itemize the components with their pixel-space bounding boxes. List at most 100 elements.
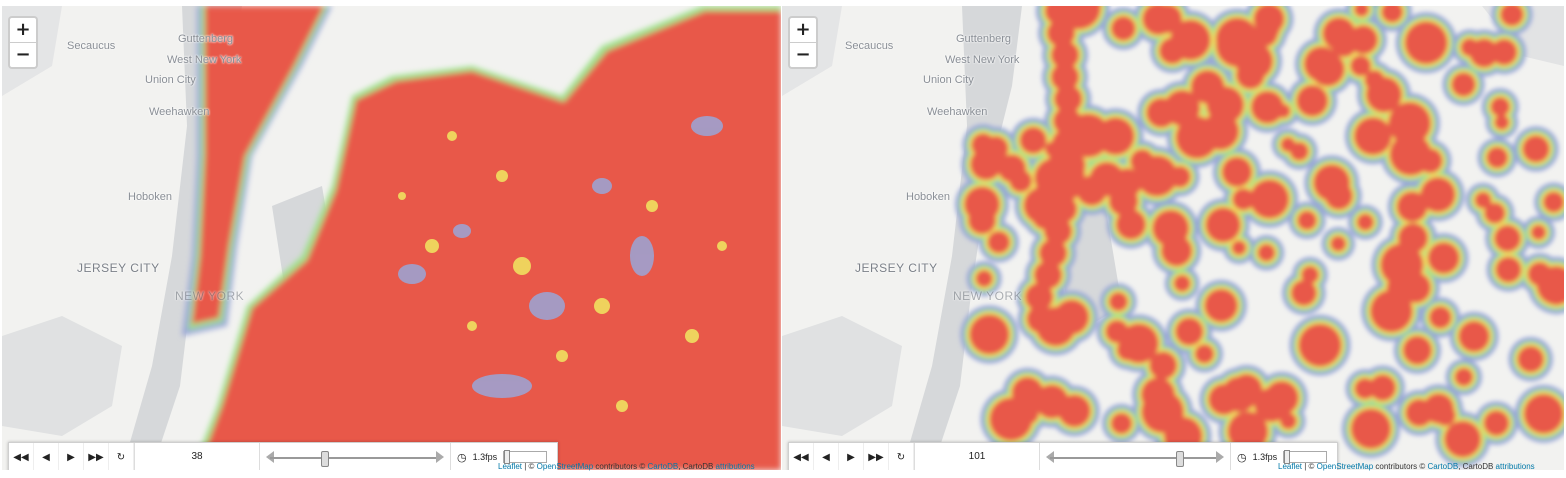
- zoom-out-button[interactable]: −: [795, 44, 811, 65]
- heat-blob: [1402, 335, 1432, 365]
- frame-counter: 101: [914, 443, 1040, 470]
- heat-blob: [1356, 213, 1374, 231]
- heat-blob: [1454, 367, 1474, 387]
- carto-link[interactable]: CartoDB: [647, 462, 679, 471]
- heat-blob: [1494, 114, 1510, 130]
- heat-blob: [1153, 6, 1183, 34]
- heat-blob: [1434, 405, 1456, 426]
- heat-blob: [1494, 225, 1521, 252]
- label-union-city: Union City: [923, 74, 974, 86]
- frame-counter: 38: [134, 443, 260, 470]
- fps-label: 1.3fps: [472, 452, 498, 462]
- label-jersey-city: JERSEY CITY: [855, 261, 938, 275]
- heat-blob: [1175, 116, 1219, 159]
- heat-blob: [1043, 217, 1072, 245]
- prev-frame-icon[interactable]: ◀: [814, 443, 839, 470]
- heat-blob: [1236, 60, 1265, 90]
- map-panel-left[interactable]: Secaucus Guttenberg West New York Union …: [2, 6, 781, 470]
- last-frame-icon[interactable]: ▶▶: [864, 443, 889, 470]
- heat-blob: [969, 314, 1010, 355]
- heat-blob: [1350, 55, 1371, 77]
- label-guttenberg: Guttenberg: [178, 33, 234, 45]
- speed-slider[interactable]: [1283, 450, 1328, 464]
- heat-blob: [1227, 411, 1269, 452]
- label-weehawken: Weehawken: [927, 106, 988, 118]
- speed-slider-thumb[interactable]: [1284, 450, 1291, 464]
- time-slider[interactable]: [1040, 443, 1231, 470]
- heat-blob: [1051, 41, 1080, 69]
- zoom-in-button[interactable]: +: [790, 18, 816, 43]
- leaflet-link[interactable]: Leaflet: [498, 462, 523, 471]
- osm-link[interactable]: OpenStreetMap: [1316, 462, 1374, 471]
- label-union-city: Union City: [145, 74, 196, 86]
- attribution-contributors: contributors ©: [1373, 462, 1428, 471]
- leaflet-link[interactable]: Leaflet: [1278, 462, 1303, 471]
- slider-end-marker: [436, 451, 444, 463]
- heat-blob: [1388, 102, 1431, 145]
- zoom-out-button[interactable]: −: [15, 44, 31, 65]
- heat-blob: [1396, 191, 1428, 223]
- heat-blob: [1049, 195, 1078, 223]
- heat-blob: [975, 270, 993, 288]
- heat-blob: [1491, 39, 1518, 66]
- heat-blob: [1058, 394, 1091, 428]
- heat-blob: [1330, 235, 1347, 252]
- heat-blob: [1206, 86, 1244, 124]
- heat-blob: [970, 148, 1002, 181]
- speed-slider[interactable]: [503, 450, 548, 464]
- heat-blob: [1110, 412, 1133, 435]
- heat-blob: [1033, 261, 1062, 289]
- time-slider[interactable]: [260, 443, 451, 470]
- first-frame-icon[interactable]: ◀◀: [9, 443, 34, 470]
- zoom-in-button[interactable]: +: [10, 18, 36, 43]
- heat-blob: [1389, 133, 1432, 176]
- heat-blob: [1052, 129, 1081, 157]
- heat-blob: [1538, 269, 1561, 291]
- heat-blob: [1264, 380, 1299, 415]
- play-icon[interactable]: ▶: [59, 443, 84, 470]
- slider-thumb[interactable]: [320, 451, 329, 467]
- heat-blob: [1427, 242, 1460, 274]
- label-weehawken: Weehawken: [149, 106, 210, 118]
- heat-blob: [1194, 344, 1214, 364]
- heat-blob: [1451, 72, 1476, 97]
- attribution-contributors: contributors ©: [593, 462, 648, 471]
- speed-slider-thumb[interactable]: [504, 450, 511, 464]
- attributions-link[interactable]: attributions: [1495, 462, 1535, 471]
- heat-blob: [1253, 6, 1285, 35]
- attribution-sep: | ©: [1302, 462, 1317, 471]
- heat-blob: [1350, 408, 1392, 449]
- slider-thumb[interactable]: [1175, 451, 1184, 467]
- heat-blob: [1039, 239, 1068, 267]
- first-frame-icon[interactable]: ◀◀: [789, 443, 814, 470]
- loop-icon[interactable]: ↻: [889, 443, 914, 470]
- attribution-left: Leaflet | © OpenStreetMap contributors ©…: [498, 462, 755, 471]
- prev-frame-icon[interactable]: ◀: [34, 443, 59, 470]
- heat-blob: [1054, 85, 1083, 113]
- loop-icon[interactable]: ↻: [109, 443, 134, 470]
- fps-label: 1.3fps: [1252, 452, 1278, 462]
- heat-blob: [1250, 90, 1284, 124]
- zoom-control: + −: [788, 16, 818, 69]
- heat-blob: [1047, 19, 1076, 47]
- speed-control: ◷ 1.3fps: [451, 450, 548, 464]
- heat-blob: [1169, 166, 1191, 188]
- last-frame-icon[interactable]: ▶▶: [84, 443, 109, 470]
- heat-blob: [1136, 155, 1178, 197]
- heat-blob: [1324, 181, 1353, 210]
- heat-blob: [1173, 275, 1191, 292]
- heat-blob: [1474, 191, 1492, 209]
- attributions-link[interactable]: attributions: [715, 462, 755, 471]
- timeline-control: ◀◀ ◀ ▶ ▶▶ ↻ 38 ◷ 1.3fps: [8, 442, 558, 470]
- heat-blob: [1484, 202, 1506, 224]
- carto-link[interactable]: CartoDB: [1427, 462, 1459, 471]
- play-icon[interactable]: ▶: [839, 443, 864, 470]
- osm-link[interactable]: OpenStreetMap: [536, 462, 594, 471]
- heat-blob: [1208, 383, 1240, 415]
- heat-blob: [1276, 103, 1291, 119]
- heat-blob: [1543, 191, 1564, 213]
- heat-blob: [1026, 305, 1055, 333]
- heat-blob: [1486, 146, 1508, 169]
- heat-blob: [1053, 107, 1082, 135]
- map-panel-right[interactable]: Secaucus Guttenberg West New York Union …: [782, 6, 1564, 470]
